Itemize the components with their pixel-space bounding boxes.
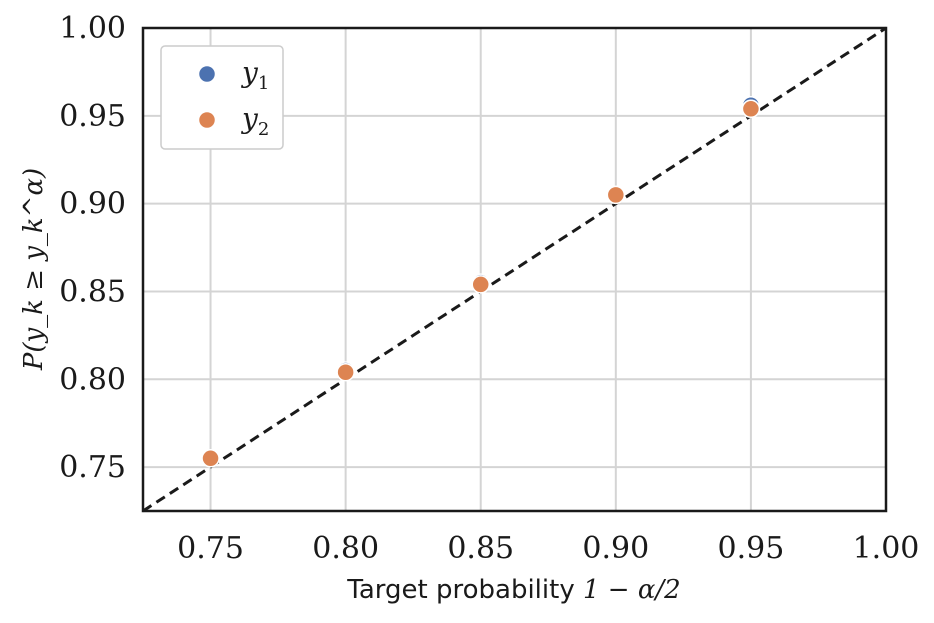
- reference-line-group: [142, 26, 887, 513]
- x-axis-label-text: Target probability: [346, 575, 583, 605]
- point-y2: [201, 449, 220, 468]
- y-tick-label: 0.85: [59, 274, 126, 309]
- legend-box: [160, 45, 284, 150]
- x-tick-labels: 0.75 0.80 0.85 0.90 0.95 1.00: [177, 531, 919, 566]
- y-tick-label: 0.80: [59, 362, 126, 397]
- legend-label-y2: y2: [240, 102, 269, 140]
- x-tick-label: 0.95: [718, 531, 785, 566]
- point-y2: [336, 362, 355, 382]
- x-axis-label: Target probability 1 − α/2: [346, 575, 680, 605]
- point-y2: [741, 99, 761, 119]
- legend-marker-y2: [197, 110, 217, 130]
- x-tick-label: 0.90: [582, 531, 649, 566]
- y-tick-label: 0.95: [59, 99, 126, 134]
- x-axis-label-math: 1 − α/2: [583, 575, 681, 605]
- point-y2: [471, 275, 490, 294]
- x-tick-label: 0.85: [447, 531, 514, 566]
- legend-label-y1: y1: [240, 56, 269, 94]
- reference-line: [142, 26, 887, 513]
- y-tick-label: 1.00: [59, 11, 126, 46]
- y-tick-label: 0.90: [59, 187, 126, 222]
- x-tick-label: 1.00: [853, 531, 920, 566]
- data-points: [201, 96, 761, 468]
- y-tick-labels: 0.75 0.80 0.85 0.90 0.95 1.00: [59, 11, 126, 485]
- x-tick-label: 0.75: [177, 531, 244, 566]
- y-axis-label: P(y_k ≥ y_k^α): [19, 168, 49, 371]
- y-tick-label: 0.75: [59, 450, 126, 485]
- x-tick-label: 0.80: [312, 531, 379, 566]
- point-y2: [606, 185, 626, 205]
- legend-marker-y1: [197, 64, 217, 84]
- plot-frame: [141, 26, 888, 513]
